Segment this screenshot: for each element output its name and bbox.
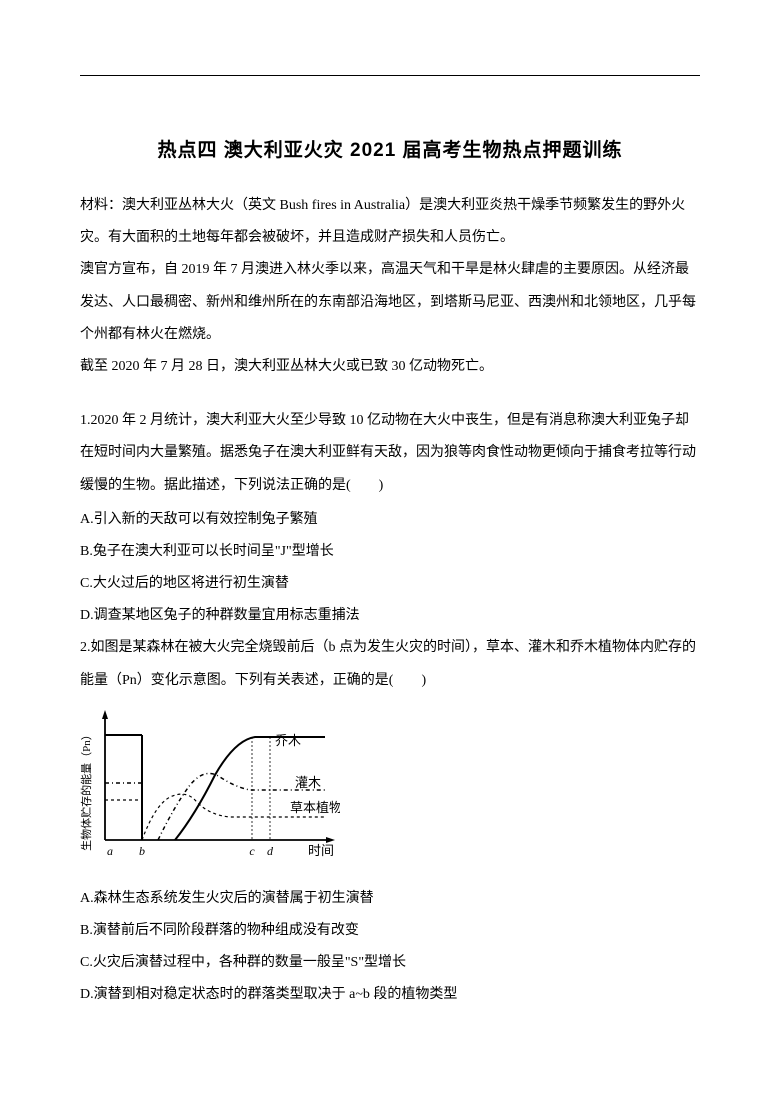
tick-c: c — [249, 844, 255, 858]
q2-option-c: C.火灾后演替过程中，各种群的数量一般呈"S"型增长 — [80, 947, 700, 979]
q1-option-b: B.兔子在澳大利亚可以长时间呈"J"型增长 — [80, 536, 700, 568]
intro-material: 材料：澳大利亚丛林大火（英文 Bush fires in Australia）是… — [80, 190, 700, 383]
q1-option-c: C.大火过后的地区将进行初生演替 — [80, 568, 700, 600]
shrub-label: 灌木 — [295, 775, 321, 790]
energy-chart: 生物体贮存的能量（Pn） 乔木 灌木 草本植物 a b c — [80, 705, 340, 875]
q1-option-a: A.引入新的天敌可以有效控制兔子繁殖 — [80, 504, 700, 536]
tick-a: a — [107, 844, 113, 858]
q1-option-d: D.调查某地区兔子的种群数量宜用标志重捕法 — [80, 600, 700, 632]
tick-b: b — [139, 844, 145, 858]
ylabel: 生物体贮存的能量（Pn） — [80, 729, 93, 851]
page-title: 热点四 澳大利亚火灾 2021 届高考生物热点押题训练 — [80, 135, 700, 162]
intro-p1: 材料：澳大利亚丛林大火（英文 Bush fires in Australia）是… — [80, 190, 700, 254]
y-arrow-icon — [102, 710, 108, 719]
q2-stem: 2.如图是某森林在被大火完全烧毁前后（b 点为发生火灾的时间），草本、灌木和乔木… — [80, 632, 700, 696]
xlabel: 时间 — [308, 843, 334, 858]
chart-svg: 生物体贮存的能量（Pn） 乔木 灌木 草本植物 a b c — [80, 705, 340, 875]
q2-option-a: A.森林生态系统发生火灾后的演替属于初生演替 — [80, 883, 700, 915]
intro-p3: 截至 2020 年 7 月 28 日，澳大利亚丛林大火或已致 30 亿动物死亡。 — [80, 351, 700, 383]
tick-d: d — [267, 844, 274, 858]
q2-option-b: B.演替前后不同阶段群落的物种组成没有改变 — [80, 915, 700, 947]
herb-label: 草本植物 — [290, 800, 340, 815]
q2-option-d: D.演替到相对稳定状态时的群落类型取决于 a~b 段的植物类型 — [80, 979, 700, 1011]
intro-p2: 澳官方宣布，自 2019 年 7 月澳进入林火季以来，高温天气和干旱是林火肆虐的… — [80, 254, 700, 351]
top-divider — [80, 75, 700, 76]
q1-stem: 1.2020 年 2 月统计，澳大利亚大火至少导致 10 亿动物在大火中丧生，但… — [80, 405, 700, 502]
tree-label: 乔木 — [275, 733, 301, 748]
